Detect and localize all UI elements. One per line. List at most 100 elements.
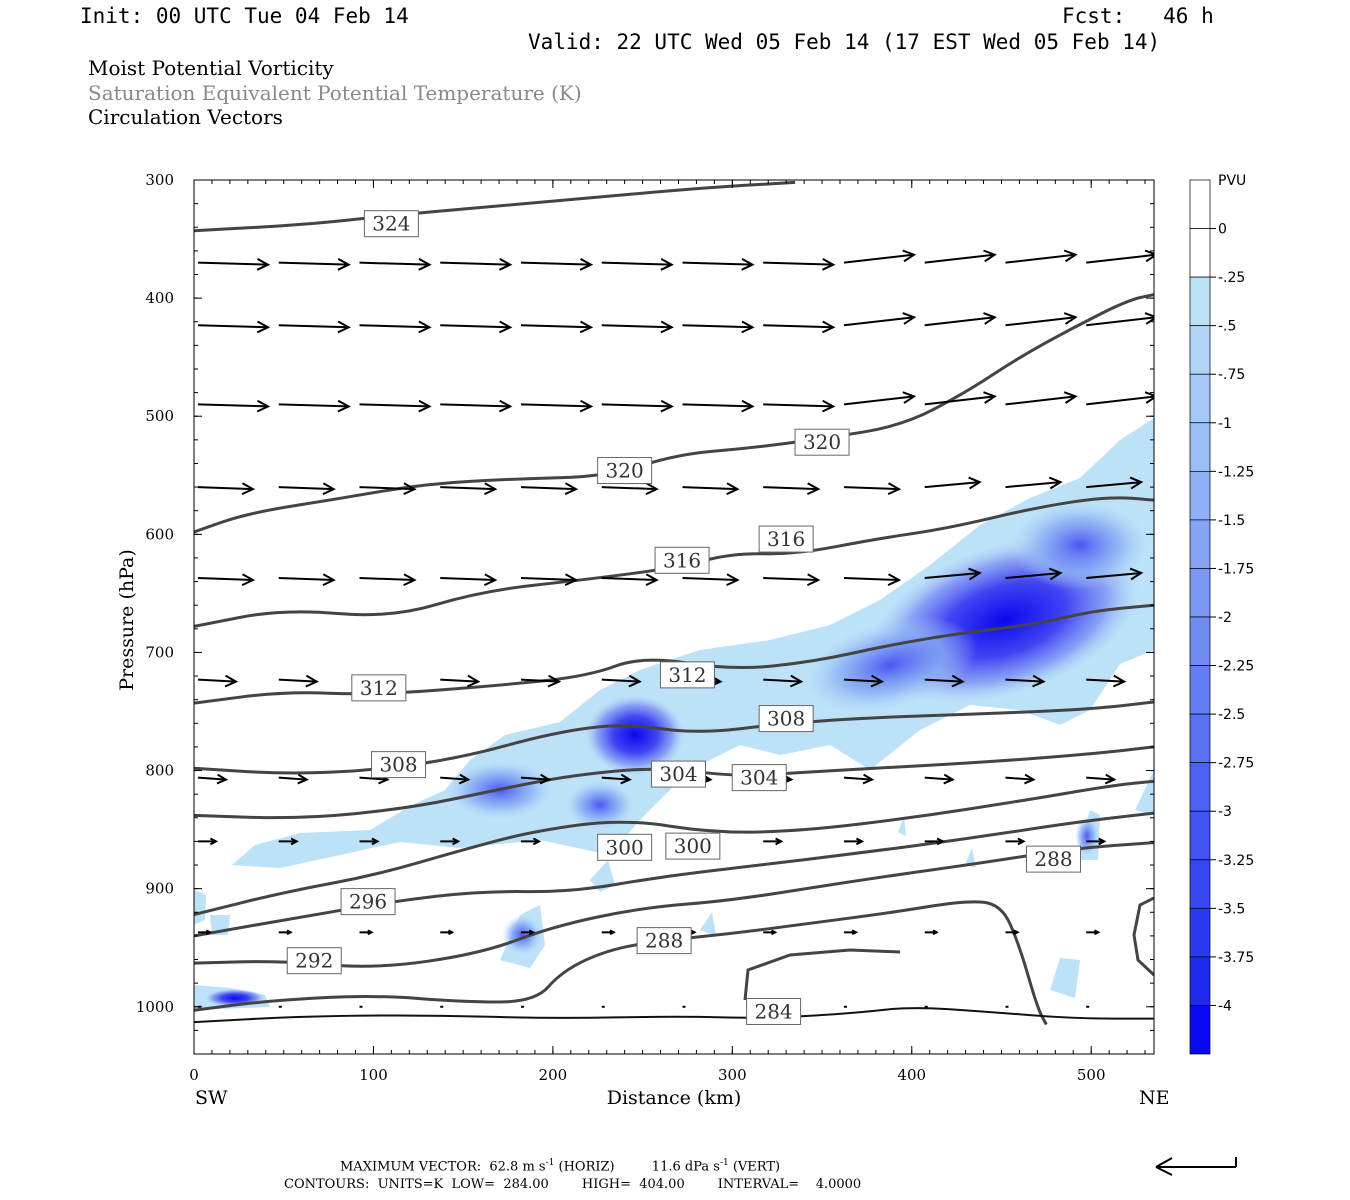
circulation-vector (440, 929, 455, 936)
circulation-vector (440, 573, 498, 587)
x-axis-title: Distance (km) (607, 1087, 742, 1109)
contour-label-text: 292 (295, 949, 333, 973)
colorbar-cell (1189, 228, 1211, 278)
circulation-vector (359, 399, 432, 413)
circulation-vector (197, 258, 271, 271)
colorbar-cell (1189, 325, 1211, 375)
contour-label-text: 288 (645, 929, 683, 953)
mpv-light-left-1 (194, 890, 206, 925)
colorbar-cell (1189, 568, 1211, 618)
circulation-vector (278, 482, 336, 496)
contour-label: 288 (1026, 845, 1082, 873)
circulation-vector (520, 929, 536, 936)
circulation-vector (1086, 391, 1154, 406)
circulation-vector (359, 258, 432, 271)
circulation-vector (924, 773, 955, 785)
max-vector-text: MAXIMUM VECTOR: 62.8 m s-1 (HORIZ) 11.6 … (340, 1158, 781, 1175)
circulation-vector (359, 929, 374, 936)
circulation-vector (278, 258, 351, 271)
circulation-vector (197, 773, 229, 785)
x-tick-label: 400 (897, 1066, 926, 1084)
circulation-vector (763, 674, 804, 688)
circulation-vector (278, 837, 299, 846)
colorbar-cell (1189, 713, 1211, 764)
circulation-vector (440, 773, 471, 785)
circulation-vector (1086, 929, 1101, 936)
contour-300 (194, 779, 1154, 917)
circulation-vector (520, 399, 594, 413)
contour-label: 308 (371, 751, 427, 779)
circulation-vector (359, 573, 417, 587)
circulation-vector (359, 482, 417, 496)
y-axis-title: Pressure (hPa) (116, 549, 138, 691)
colorbar-label: -.75 (1218, 367, 1245, 383)
contour-324 (194, 180, 796, 233)
contour-308 (194, 700, 1154, 775)
colorbar-cell (1189, 470, 1211, 521)
circulation-vector (440, 320, 513, 334)
circulation-vector (1005, 837, 1026, 846)
contour-fragment-right (1132, 896, 1154, 977)
init-time: Init: 00 UTC Tue 04 Feb 14 (80, 4, 409, 28)
colorbar-cell (1189, 519, 1211, 569)
circulation-vector (440, 399, 513, 413)
colorbar-cell (1189, 616, 1211, 666)
contour-label-text: 320 (606, 459, 644, 483)
y-tick-label: 500 (145, 407, 174, 425)
colorbar-label: -2 (1218, 610, 1232, 626)
mpv-light-mid-4 (898, 816, 906, 836)
mpv-light-right-2 (1050, 958, 1080, 998)
circulation-vector (601, 399, 674, 413)
circulation-vector (601, 320, 674, 334)
circulation-vector (682, 399, 755, 413)
x-tick-label: 500 (1077, 1066, 1106, 1084)
circulation-vector (278, 399, 351, 413)
contour-label: 296 (340, 888, 396, 916)
circulation-vector (440, 482, 498, 496)
circulation-vector (1086, 249, 1154, 264)
x-tick-label: 300 (718, 1066, 747, 1084)
colorbar-label: -4 (1218, 998, 1232, 1014)
circulation-vector (763, 573, 821, 587)
circulation-vector (1005, 773, 1036, 785)
contour-label: 320 (794, 428, 850, 456)
circulation-vector (843, 482, 902, 496)
y-tick-label: 900 (145, 880, 174, 898)
circulation-vector (1086, 674, 1127, 688)
circulation-vector (843, 929, 859, 936)
circulation-vector (601, 482, 659, 496)
circulation-vector (520, 482, 579, 496)
colorbar-label: -2.5 (1218, 707, 1245, 723)
circulation-vector (197, 482, 256, 496)
contour-label: 300 (597, 833, 653, 861)
circulation-vector (1005, 567, 1063, 581)
circulation-vector (601, 674, 642, 688)
circulation-vector (843, 837, 865, 846)
contour-label: 292 (286, 947, 342, 975)
colorbar-label: -1 (1218, 416, 1232, 432)
circulation-vector (924, 837, 945, 846)
circulation-vector (197, 573, 256, 587)
colorbar-cell (1189, 1005, 1211, 1055)
colorbar-cell (1189, 422, 1211, 472)
colorbar-label: -2.75 (1218, 756, 1254, 772)
circulation-vector (197, 674, 239, 688)
contour-fragment-284-upper (743, 948, 901, 1001)
contour-label-text: 316 (767, 527, 805, 551)
contour-284 (194, 1007, 1154, 1024)
mpv-light-right-3 (1135, 770, 1154, 815)
colorbar-label: -.5 (1218, 319, 1236, 335)
colorbar-cell (1189, 956, 1211, 1006)
contour-label: 324 (363, 210, 419, 238)
y-tick-label: 400 (145, 289, 174, 307)
circulation-vector (278, 320, 351, 334)
colorbar-label: -.25 (1218, 270, 1245, 286)
circulation-vector (601, 573, 659, 587)
contour-label-text: 284 (754, 999, 792, 1023)
x-axis-right-end: NE (1139, 1087, 1170, 1109)
mpv-shading (194, 418, 1154, 1010)
contour-label-text: 300 (606, 835, 644, 859)
circulation-vector (520, 837, 542, 846)
circulation-vector (601, 929, 616, 936)
